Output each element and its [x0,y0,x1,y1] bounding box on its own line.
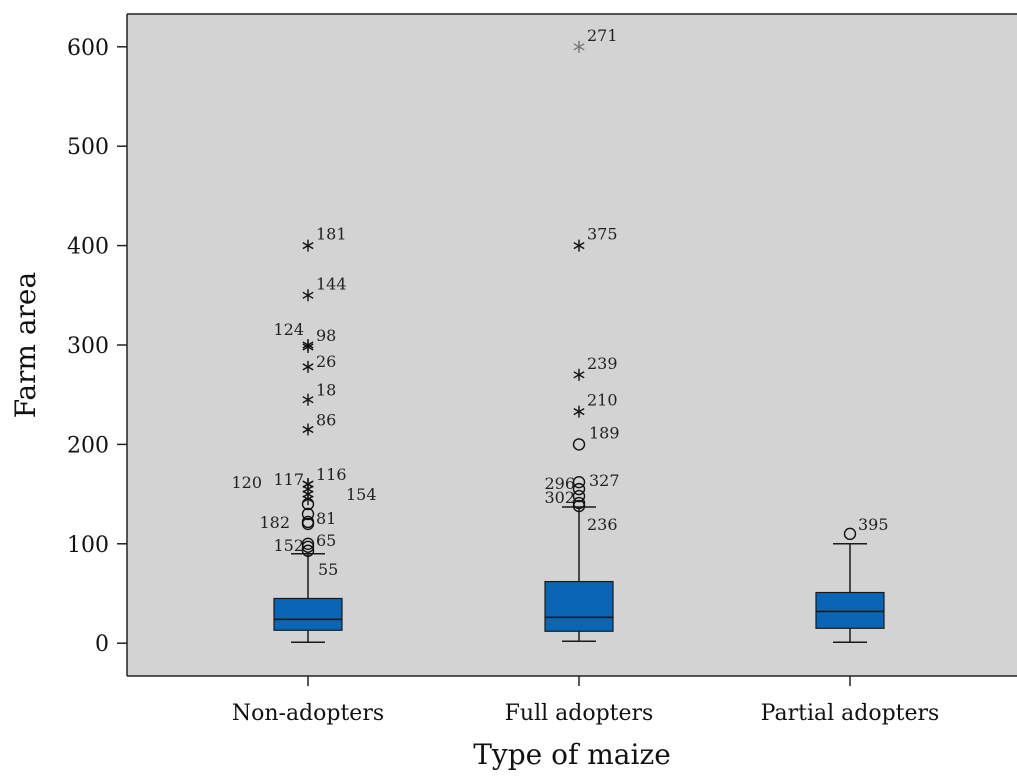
outlier-label: 117 [273,470,304,489]
outlier-label: 327 [589,471,620,490]
outlier-label: 182 [259,513,290,532]
outlier-point [301,537,315,550]
box-partial-adopters: 395 [815,515,889,643]
outlier-label: 18 [316,381,336,400]
outlier-point [572,438,586,451]
outlier-label: 154 [346,485,377,504]
plot-area [127,14,1017,676]
x-axis-title: Type of maize [473,738,671,771]
x-tick-label: Partial adopters [761,701,940,726]
outlier-point [301,544,315,557]
outlier-label: 86 [316,410,336,429]
outlier-label: 375 [587,225,618,244]
outlier-point [572,475,586,489]
outlier-point [301,517,315,531]
y-axis: 0 100 200 300 400 500 600 [67,36,127,657]
box-non-adopters: 181 144 98 124 26 18 86 120 116 117 154 81 182 65 152 5… [231,225,377,643]
outlier-point [572,499,586,513]
y-tick-label: 0 [95,632,109,657]
outlier-label: 65 [316,531,336,550]
extreme-outlier [573,40,585,53]
outlier-point [572,496,586,510]
x-tick-label: Non-adopters [232,701,384,726]
outlier-label: 26 [316,352,336,371]
outlier-label: 55 [318,560,338,579]
outlier-label: 395 [858,515,889,534]
outlier-label: 152 [273,536,304,555]
extreme-outlier [573,368,585,381]
outlier-label: 271 [587,26,618,45]
y-axis-title: Farm area [9,272,42,418]
y-tick-label: 500 [67,135,109,160]
extreme-outlier [302,423,314,436]
y-tick-label: 200 [67,433,109,458]
outlier-label: 296 [544,474,575,493]
outlier-label: 189 [589,423,620,442]
iqr-box [544,580,614,632]
y-tick-label: 600 [67,36,109,61]
outlier-point [572,489,586,503]
extreme-outlier [302,239,314,252]
outlier-label: 144 [316,274,347,293]
boxes: 181 144 98 124 26 18 86 120 116 117 154 81 182 65 152 5… [231,26,889,643]
outlier-point [301,540,315,553]
x-axis: Non-adopters Full adopters Partial adopter… [232,676,939,726]
y-tick-label: 400 [67,235,109,260]
iqr-box [815,591,885,629]
outlier-label: 120 [231,473,262,492]
outlier-label: 302 [544,488,575,507]
outlier-label: 124 [273,320,304,339]
outlier-label: 236 [587,515,618,534]
extreme-outlier [302,289,314,302]
x-tick-label: Full adopters [505,701,654,726]
outlier-label: 239 [587,354,618,373]
outlier-point [301,507,315,521]
extreme-outlier [573,405,585,418]
iqr-box [273,597,343,631]
outlier-label: 116 [316,465,347,484]
outlier-label: 181 [316,225,347,244]
extreme-outlier [302,340,314,353]
outlier-label: 210 [587,391,618,410]
outlier-label: 81 [316,509,336,528]
extreme-outlier [573,239,585,252]
outlier-point [301,497,315,511]
outlier-point [572,482,586,496]
outlier-label: 98 [316,326,336,345]
y-tick-label: 300 [67,334,109,359]
y-tick-label: 100 [67,533,109,558]
extreme-outlier [302,393,314,406]
outlier-point [843,527,857,541]
extreme-outlier [302,360,314,373]
